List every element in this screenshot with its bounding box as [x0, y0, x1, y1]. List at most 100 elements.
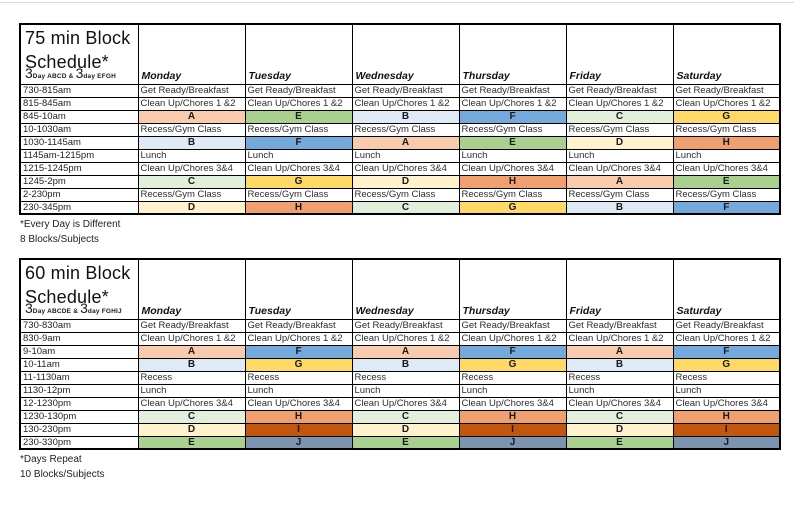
day-header-friday: Friday: [565, 258, 674, 320]
footnote: *Days Repeat: [20, 454, 82, 465]
activity-cell: Recess/Gym Class: [565, 187, 674, 202]
table-title: 75 min Block Schedule*: [25, 28, 131, 73]
activity-cell: Lunch: [351, 383, 460, 398]
time-cell: 10-11am: [19, 357, 139, 372]
schedule-row: 230-330pm E J E J E J: [19, 435, 781, 450]
activity-cell: Clean Up/Chores 1 &2: [351, 331, 460, 346]
time-cell: 730-830am: [19, 318, 139, 333]
block-cell-E: E: [565, 435, 674, 450]
activity-cell: Clean Up/Chores 1 &2: [244, 331, 353, 346]
block-cell-C: C: [565, 109, 674, 124]
activity-cell: Get Ready/Breakfast: [672, 318, 781, 333]
activity-cell: Recess/Gym Class: [565, 122, 674, 137]
activity-cell: Clean Up/Chores 1 &2: [458, 96, 567, 111]
schedule-row: 10-1030am Recess/Gym Class Recess/Gym Clas…: [19, 122, 781, 137]
activity-cell: Recess: [137, 370, 246, 385]
block-cell-D: D: [351, 422, 460, 437]
activity-cell: Recess/Gym Class: [672, 187, 781, 202]
activity-cell: Clean Up/Chores 1 &2: [565, 331, 674, 346]
block-cell-E: E: [458, 135, 567, 150]
block-cell-F: F: [244, 344, 353, 359]
activity-cell: Recess/Gym Class: [244, 122, 353, 137]
activity-cell: Clean Up/Chores 1 &2: [351, 96, 460, 111]
block-cell-J: J: [458, 435, 567, 450]
block-cell-B: B: [565, 357, 674, 372]
day-header-thursday: Thursday: [458, 258, 567, 320]
activity-cell: Get Ready/Breakfast: [565, 318, 674, 333]
block-cell-C: C: [351, 409, 460, 424]
block-cell-E: E: [672, 174, 781, 189]
schedule-row: 1130-12pm Lunch Lunch Lunch Lunch Lunch Lunch: [19, 383, 781, 398]
activity-cell: Get Ready/Breakfast: [244, 318, 353, 333]
activity-cell: Clean Up/Chores 3&4: [137, 396, 246, 411]
time-cell: 1130-12pm: [19, 383, 139, 398]
time-cell: 830-9am: [19, 331, 139, 346]
block-cell-H: H: [244, 200, 353, 215]
block-cell-F: F: [244, 135, 353, 150]
activity-cell: Get Ready/Breakfast: [458, 318, 567, 333]
schedule-row: 730-815am Get Ready/Breakfast Get Ready/Br…: [19, 83, 781, 98]
block-cell-G: G: [244, 357, 353, 372]
schedule-row: 1030-1145am B F A E D H: [19, 135, 781, 150]
activity-cell: Recess: [351, 370, 460, 385]
schedule-row: 9-10am A F A F A F: [19, 344, 781, 359]
table-subtitle: 3Day ABCD & 3day EFGH: [25, 64, 117, 81]
activity-cell: Clean Up/Chores 3&4: [244, 161, 353, 176]
activity-cell: Recess: [458, 370, 567, 385]
table-title-cell: 75 min Block Schedule* 3Day ABCD & 3day EF…: [19, 23, 139, 85]
activity-cell: Recess/Gym Class: [458, 122, 567, 137]
block-cell-G: G: [244, 174, 353, 189]
activity-cell: Clean Up/Chores 1 &2: [137, 331, 246, 346]
time-cell: 815-845am: [19, 96, 139, 111]
table-subtitle: 3Day ABCDE & 3day FGHIJ: [25, 299, 122, 316]
block-cell-F: F: [458, 344, 567, 359]
time-cell: 10-1030am: [19, 122, 139, 137]
activity-cell: Recess/Gym Class: [672, 122, 781, 137]
activity-cell: Clean Up/Chores 3&4: [458, 396, 567, 411]
activity-cell: Lunch: [137, 383, 246, 398]
time-cell: 1030-1145am: [19, 135, 139, 150]
block-cell-A: A: [351, 344, 460, 359]
activity-cell: Recess: [672, 370, 781, 385]
block-cell-H: H: [672, 135, 781, 150]
day-header-saturday: Saturday: [672, 258, 781, 320]
block-cell-I: I: [458, 422, 567, 437]
schedule-row: 230-345pm D H C G B F: [19, 200, 781, 215]
activity-cell: Lunch: [672, 148, 781, 163]
activity-cell: Recess/Gym Class: [351, 122, 460, 137]
activity-cell: Lunch: [137, 148, 246, 163]
time-cell: 9-10am: [19, 344, 139, 359]
time-cell: 230-330pm: [19, 435, 139, 450]
block-cell-D: D: [565, 422, 674, 437]
activity-cell: Recess: [565, 370, 674, 385]
activity-cell: Get Ready/Breakfast: [244, 83, 353, 98]
activity-cell: Recess/Gym Class: [137, 187, 246, 202]
schedule-row: 730-830am Get Ready/Breakfast Get Ready/Br…: [19, 318, 781, 333]
activity-cell: Get Ready/Breakfast: [137, 83, 246, 98]
activity-cell: Recess: [244, 370, 353, 385]
day-header-monday: Monday: [137, 23, 246, 85]
activity-cell: Get Ready/Breakfast: [458, 83, 567, 98]
activity-cell: Lunch: [244, 148, 353, 163]
block-cell-C: C: [565, 409, 674, 424]
activity-cell: Clean Up/Chores 1 &2: [565, 96, 674, 111]
activity-cell: Clean Up/Chores 3&4: [244, 396, 353, 411]
time-cell: 1215-1245pm: [19, 161, 139, 176]
schedule-row: 815-845am Clean Up/Chores 1 &2 Clean Up/Ch…: [19, 96, 781, 111]
block-cell-H: H: [458, 409, 567, 424]
schedule-row: 10-11am B G B G B G: [19, 357, 781, 372]
header-row: 60 min Block Schedule* 3Day ABCDE & 3day F…: [19, 258, 781, 320]
time-cell: 1245-2pm: [19, 174, 139, 189]
block-cell-A: A: [351, 135, 460, 150]
time-cell: 11-1130am: [19, 370, 139, 385]
block-cell-E: E: [244, 109, 353, 124]
header-row: 75 min Block Schedule* 3Day ABCD & 3day EF…: [19, 23, 781, 85]
activity-cell: Clean Up/Chores 3&4: [458, 161, 567, 176]
block-cell-J: J: [672, 435, 781, 450]
block-cell-A: A: [565, 174, 674, 189]
block-cell-A: A: [565, 344, 674, 359]
block-cell-G: G: [672, 357, 781, 372]
block-cell-D: D: [137, 200, 246, 215]
activity-cell: Clean Up/Chores 1 &2: [458, 331, 567, 346]
block-cell-I: I: [244, 422, 353, 437]
